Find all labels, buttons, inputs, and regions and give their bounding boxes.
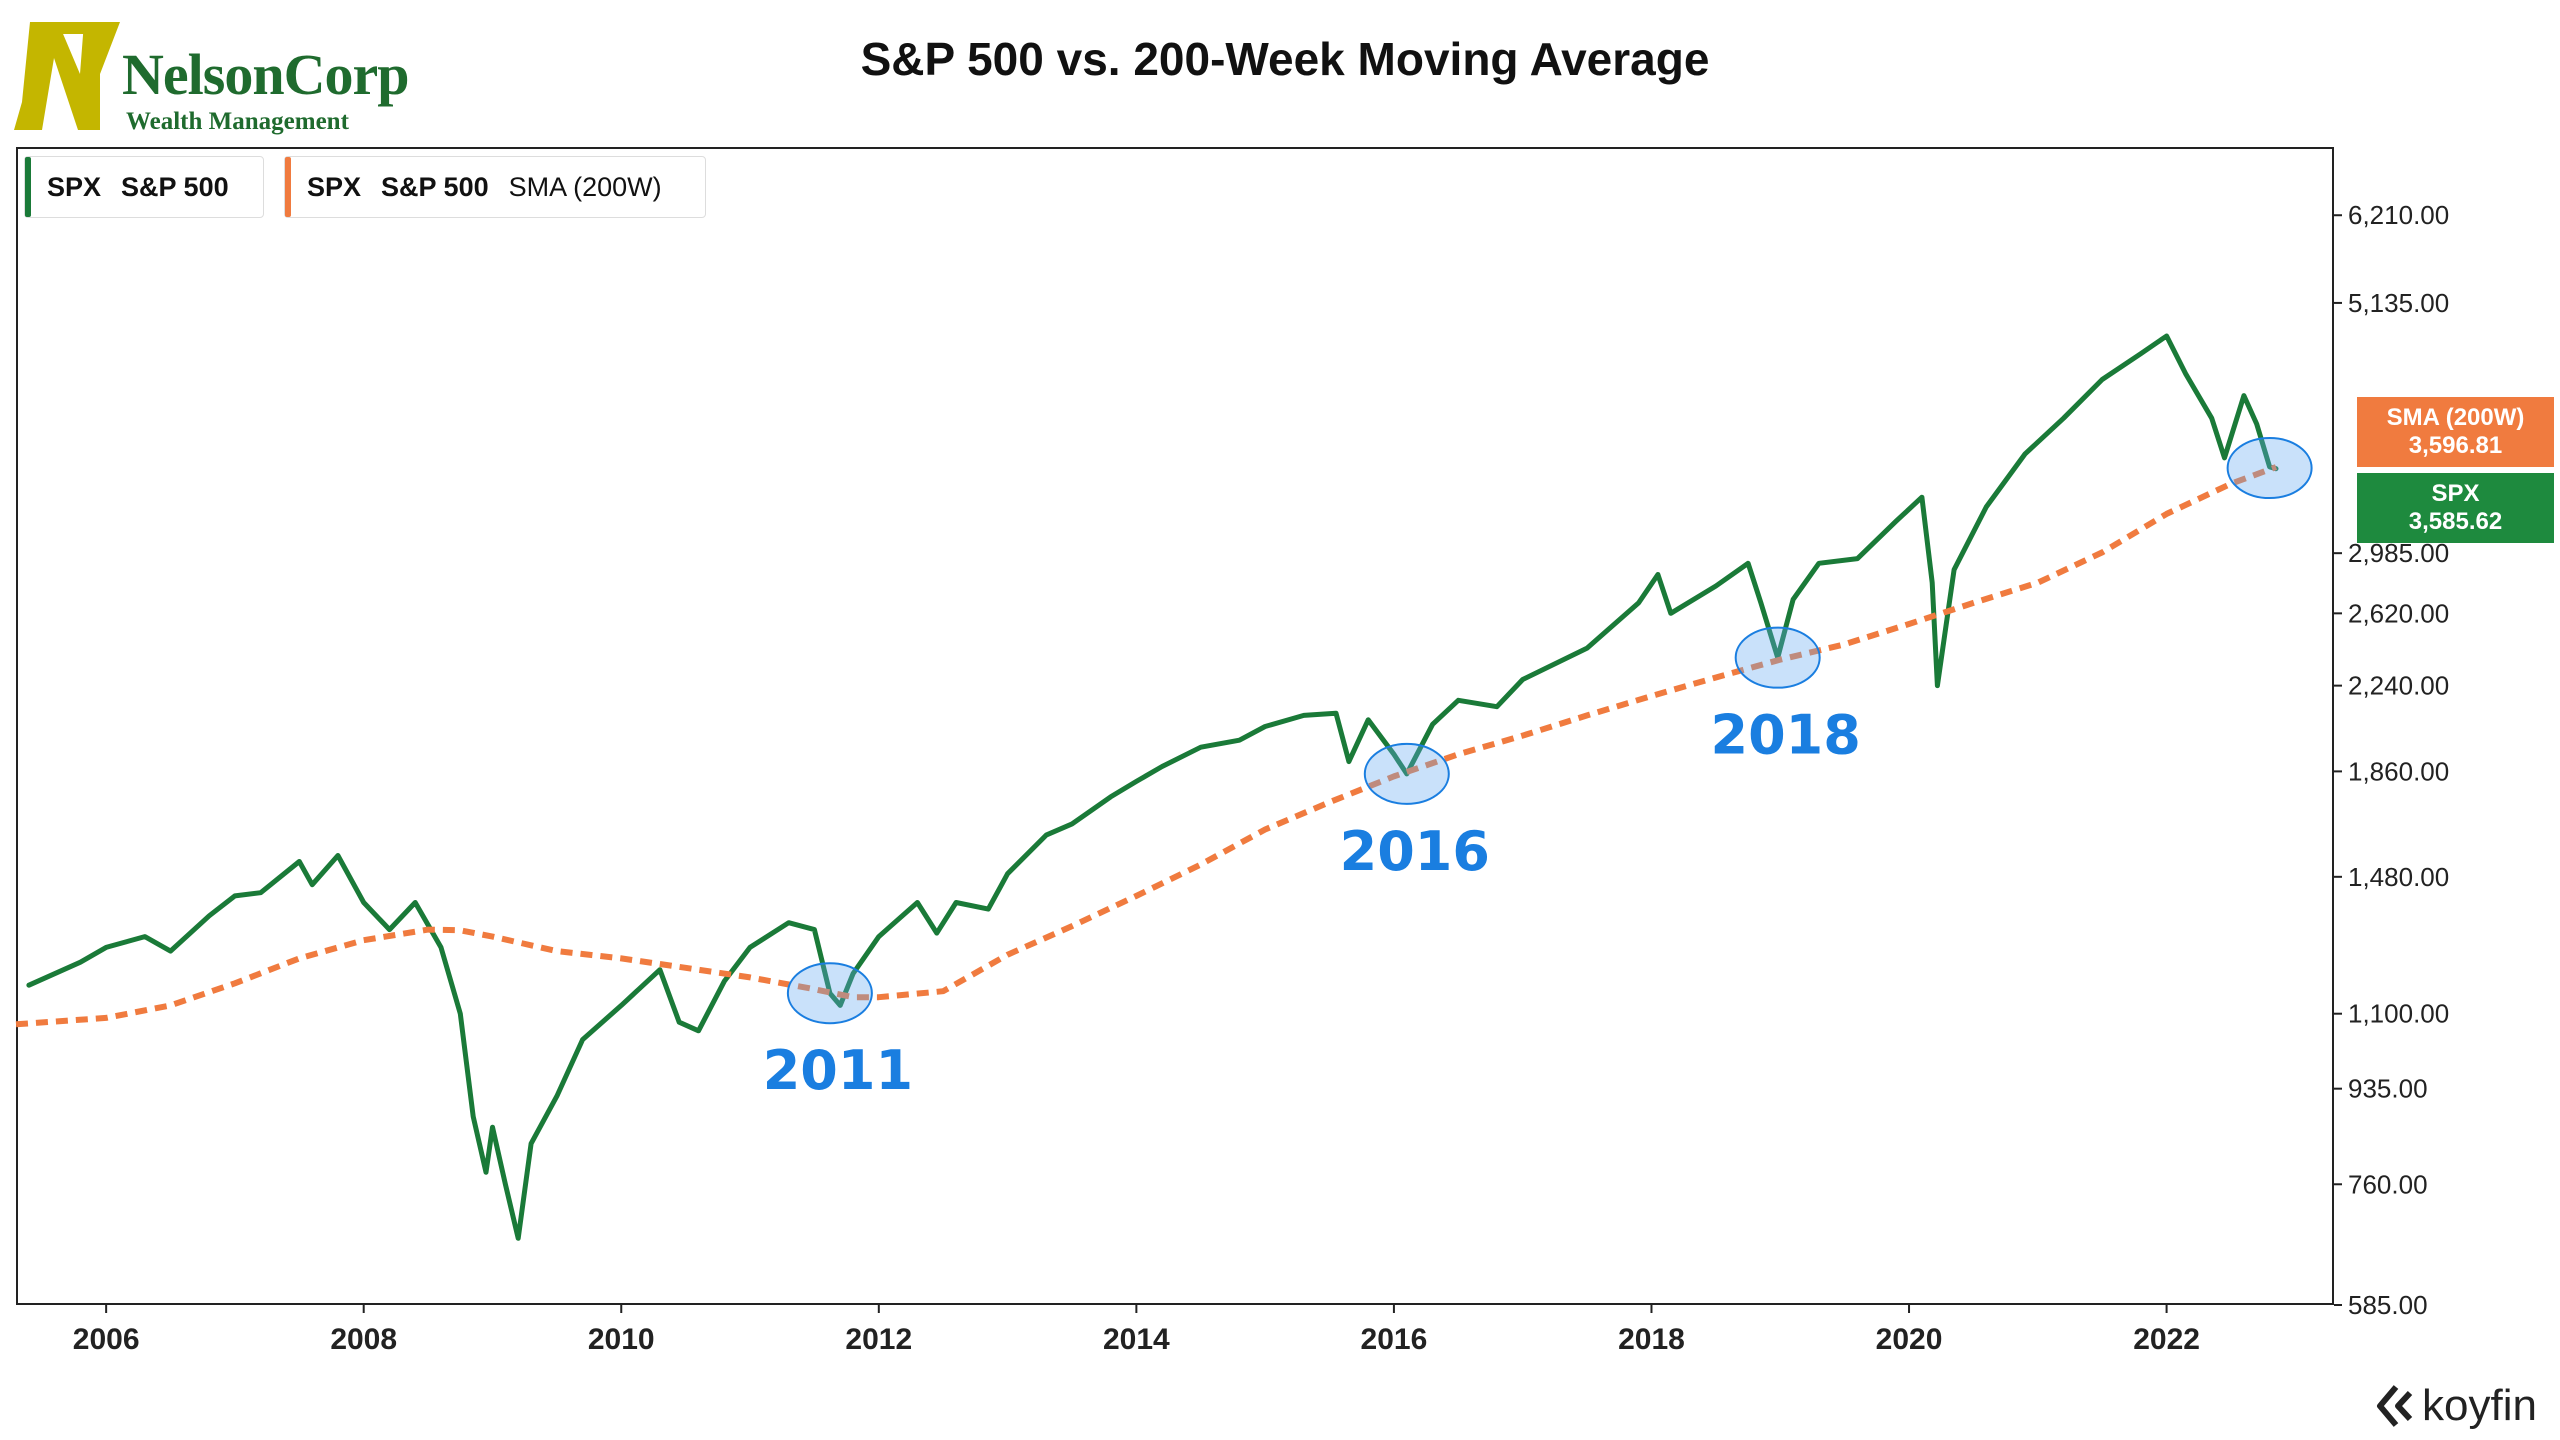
y-tick-label: 585.00 xyxy=(2348,1290,2428,1320)
y-tick-label: 760.00 xyxy=(2348,1169,2428,1199)
plot-area xyxy=(16,147,2334,1305)
y-tick-label: 6,210.00 xyxy=(2348,200,2449,230)
y-tick-label: 2,985.00 xyxy=(2348,538,2449,568)
x-tick-label: 2008 xyxy=(330,1323,397,1356)
y-tick-label: 5,135.00 xyxy=(2348,288,2449,318)
annotation-circle xyxy=(2226,437,2313,500)
legend-item-spx[interactable]: SPX S&P 500 xyxy=(24,156,264,218)
x-tick-label: 2018 xyxy=(1618,1323,1685,1356)
last-value-tag-sma: SMA (200W) 3,596.81 xyxy=(2357,397,2554,467)
legend-series-name: S&P 500 xyxy=(381,171,489,202)
annotation-label: 2011 xyxy=(763,1039,913,1102)
legend-item-sma[interactable]: SPX S&P 500 SMA (200W) xyxy=(284,156,706,218)
y-tick-label: 1,860.00 xyxy=(2348,756,2449,786)
y-tick-label: 1,480.00 xyxy=(2348,862,2449,892)
y-tick-label: 2,240.00 xyxy=(2348,671,2449,701)
series-line-spx xyxy=(26,333,2279,1241)
chart-title: S&P 500 vs. 200-Week Moving Average xyxy=(860,36,1710,85)
x-tick-label: 2012 xyxy=(845,1323,912,1356)
x-tick-label: 2014 xyxy=(1103,1323,1170,1356)
x-tick-label: 2022 xyxy=(2133,1323,2200,1356)
x-tick-label: 2020 xyxy=(1876,1323,1943,1356)
legend-series-name: S&P 500 xyxy=(121,171,229,202)
tag-label: SPX xyxy=(2431,480,2480,507)
koyfin-brand: koyfin xyxy=(2374,1378,2537,1434)
tag-value: 3,585.62 xyxy=(2408,508,2503,535)
legend-swatch-spx xyxy=(25,157,31,217)
nelsoncorp-logo: NelsonCorp Wealth Management xyxy=(14,22,409,135)
koyfin-logo-icon xyxy=(2377,1385,2413,1427)
x-tick-label: 2010 xyxy=(588,1323,655,1356)
legend-ticker: SPX xyxy=(47,171,102,202)
legend-series-extra: SMA (200W) xyxy=(508,171,662,202)
y-tick-label: 1,100.00 xyxy=(2348,999,2449,1029)
tag-value: 3,596.81 xyxy=(2408,432,2503,459)
legend-ticker: SPX xyxy=(307,171,362,202)
annotation-circle xyxy=(786,962,873,1025)
logo-subtitle: Wealth Management xyxy=(126,108,349,135)
x-tick-label: 2016 xyxy=(1361,1323,1428,1356)
x-tick-label: 2006 xyxy=(73,1323,140,1356)
tag-label: SMA (200W) xyxy=(2386,404,2525,431)
annotation-label: 2018 xyxy=(1711,704,1861,767)
annotation-circle xyxy=(1363,742,1450,805)
legend-swatch-sma xyxy=(285,157,291,217)
series-line-sma xyxy=(15,464,2278,1028)
y-tick-label: 935.00 xyxy=(2348,1074,2428,1104)
last-value-tag-spx: SPX 3,585.62 xyxy=(2357,473,2554,543)
logo-name: NelsonCorp xyxy=(122,42,409,107)
nelsoncorp-mark-icon xyxy=(14,22,120,130)
annotation-label: 2016 xyxy=(1340,820,1490,883)
y-tick-label: 2,620.00 xyxy=(2348,598,2449,628)
annotation-circle xyxy=(1734,626,1821,689)
koyfin-name: koyfin xyxy=(2422,1381,2537,1430)
